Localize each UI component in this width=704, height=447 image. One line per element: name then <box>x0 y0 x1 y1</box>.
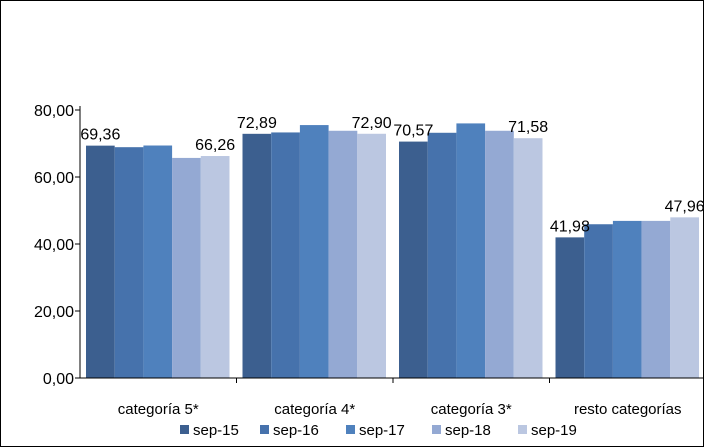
data-label: 69,36 <box>80 127 120 144</box>
bar-sep-15-3 <box>399 141 428 378</box>
legend-label-sep-16: sep-16 <box>273 422 319 439</box>
bar-sep-17-1 <box>143 145 173 378</box>
x-tick-label: categoría 3* <box>431 401 512 418</box>
y-tick-label: 60,00 <box>34 170 74 187</box>
legend-swatch-sep-18 <box>432 425 441 434</box>
legend-label-sep-17: sep-17 <box>359 422 405 439</box>
bar-sep-17-2 <box>299 125 329 378</box>
data-label: 41,98 <box>550 218 590 235</box>
legend-swatch-sep-15 <box>180 425 189 434</box>
data-label: 70,57 <box>393 123 433 140</box>
bar-sep-17-3 <box>456 123 486 379</box>
y-tick-label: 80,00 <box>34 103 74 120</box>
bar-sep-19-1 <box>200 156 230 378</box>
bar-sep-18-2 <box>328 130 358 378</box>
x-tick-label: categoría 5* <box>118 401 199 418</box>
bar-sep-15-4 <box>555 237 585 378</box>
y-tick-label: 40,00 <box>34 237 74 254</box>
legend: sep-15 sep-16 sep-17 sep-18 sep-19 <box>180 422 577 439</box>
bar-sep-15-2 <box>242 133 272 378</box>
x-tick-label: categoría 4* <box>274 401 355 418</box>
bar-sep-17-4 <box>612 220 642 378</box>
bar-sep-16-3 <box>427 132 457 378</box>
legend-label-sep-18: sep-18 <box>445 422 491 439</box>
legend-label-sep-15: sep-15 <box>193 422 239 439</box>
bars-layer <box>86 123 699 379</box>
data-label: 66,26 <box>195 137 235 154</box>
x-tick-label: resto categorías <box>574 401 682 418</box>
data-label: 72,90 <box>352 115 392 132</box>
bar-sep-16-2 <box>271 132 300 378</box>
data-label: 72,89 <box>237 115 277 132</box>
bar-sep-19-2 <box>357 133 386 378</box>
bar-sep-15-1 <box>86 145 115 378</box>
y-tick-label: 0,00 <box>43 371 74 388</box>
legend-swatch-sep-19 <box>518 425 527 434</box>
bar-sep-19-4 <box>670 217 699 378</box>
data-label: 71,58 <box>508 119 548 136</box>
bar-sep-18-3 <box>485 130 514 378</box>
bar-sep-19-3 <box>513 138 543 378</box>
bar-sep-16-4 <box>584 224 613 378</box>
bar-sep-18-1 <box>172 157 201 378</box>
data-label: 47,96 <box>665 198 704 215</box>
bar-sep-18-4 <box>641 220 671 378</box>
axes-layer: 0,00 20,00 40,00 60,00 80,00 categoría 5* cate… <box>34 103 704 418</box>
bar-sep-16-1 <box>114 147 144 378</box>
legend-label-sep-19: sep-19 <box>531 422 577 439</box>
legend-swatch-sep-16 <box>260 425 269 434</box>
y-tick-label: 20,00 <box>34 304 74 321</box>
legend-swatch-sep-17 <box>346 425 355 434</box>
